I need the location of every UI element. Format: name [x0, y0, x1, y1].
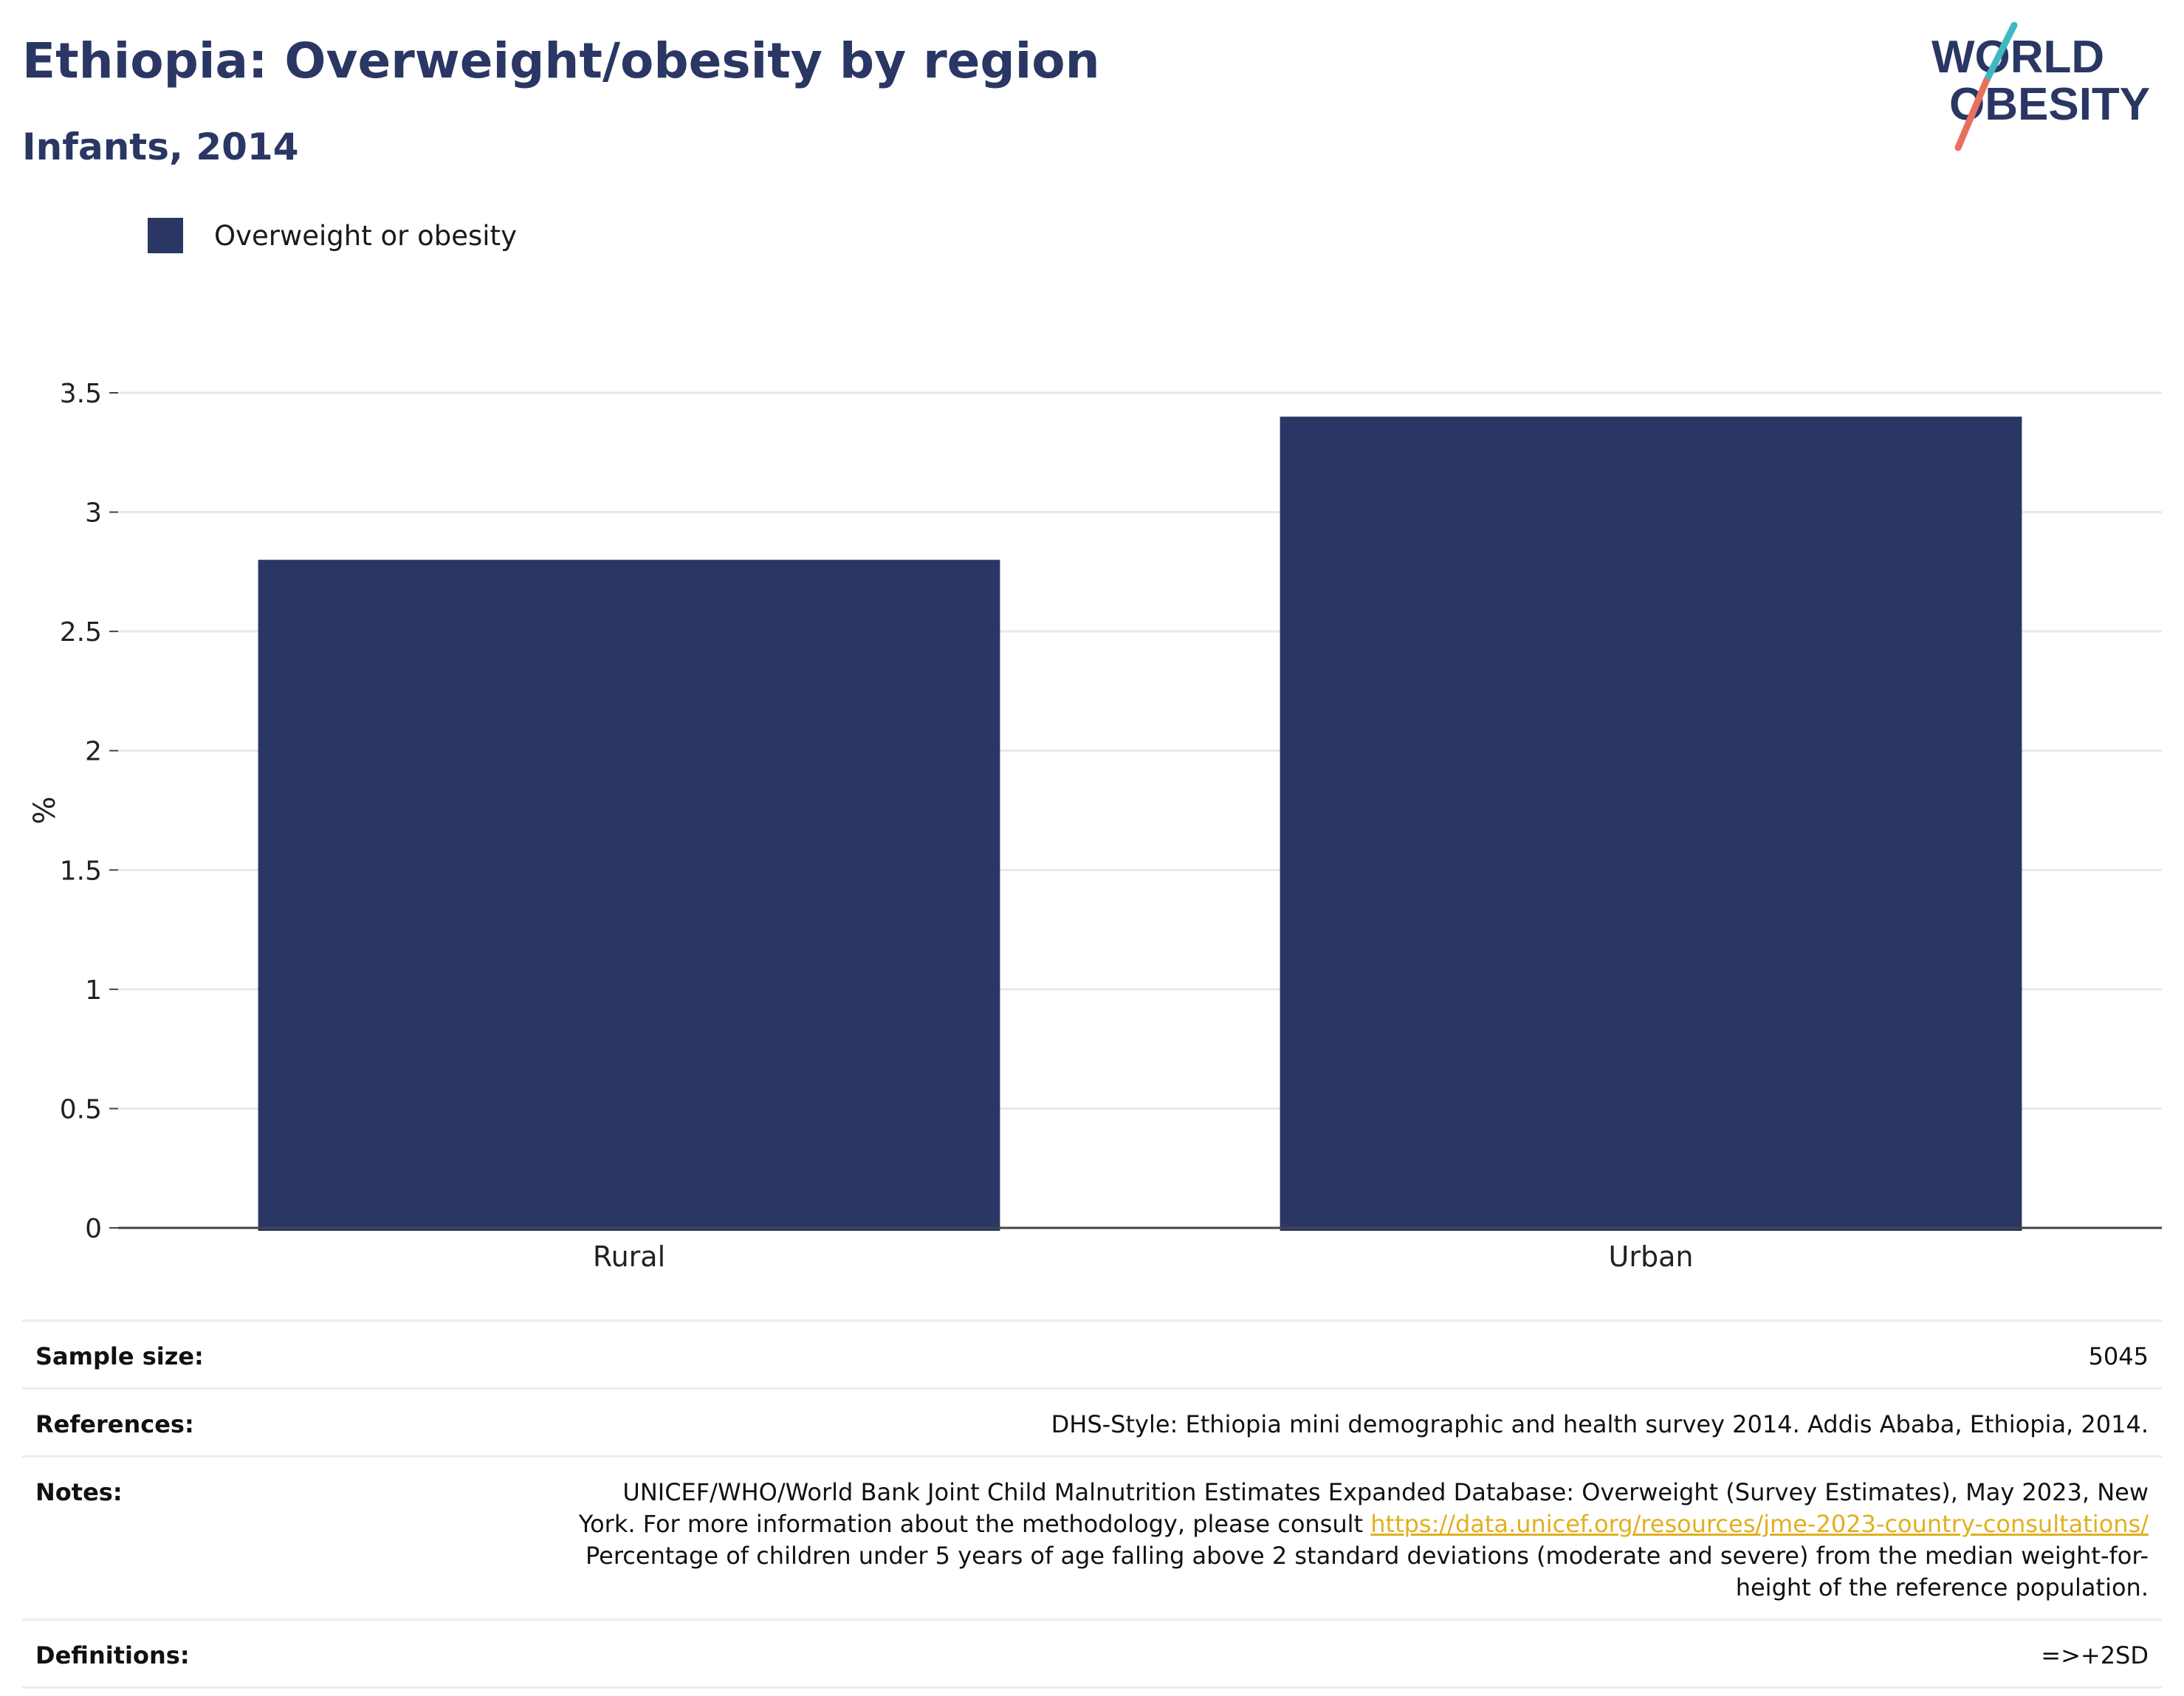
y-tick-label: 1	[85, 975, 102, 1006]
chart-subtitle: Infants, 2014	[22, 126, 299, 168]
info-table: Sample size: 5045 References: DHS-Style:…	[22, 1319, 2162, 1689]
chart-title: Ethiopia: Overweight/obesity by region	[22, 32, 1100, 89]
legend[interactable]: Overweight or obesity	[148, 218, 517, 253]
y-tick-label: 3.5	[60, 379, 102, 409]
bar-urban	[1280, 416, 2022, 1232]
x-tick-label: Rural	[593, 1240, 665, 1273]
logo-slash-top	[1982, 22, 2018, 85]
y-tick-label: 0	[85, 1214, 102, 1244]
references-label: References:	[35, 1410, 194, 1438]
notes-value: UNICEF/WHO/World Bank Joint Child Malnut…	[561, 1477, 2149, 1604]
logo-slash-bottom	[1954, 78, 1990, 151]
x-tick-label: Urban	[1609, 1240, 1694, 1273]
y-tick-label: 1.5	[60, 856, 102, 886]
y-tick-label: 3	[85, 498, 102, 529]
legend-swatch	[148, 218, 183, 253]
info-row-definitions: Definitions: =>+2SD	[22, 1618, 2162, 1689]
legend-label: Overweight or obesity	[214, 219, 517, 252]
bar-chart: 0 0.5 1 1.5 2 2.5 3 3.5 Rural Urban%	[28, 379, 2162, 1273]
definitions-label: Definitions:	[35, 1641, 190, 1669]
y-axis-label: %	[28, 796, 62, 824]
notes-link[interactable]: https://data.unicef.org/resources/jme-20…	[1370, 1510, 2149, 1538]
notes-text-1: UNICEF/WHO/World Bank Joint Child Malnut…	[578, 1478, 2149, 1538]
y-tick-label: 2	[85, 737, 102, 767]
world-obesity-logo: WORLD OBESITY	[1931, 22, 2150, 151]
logo-text-world: WORLD	[1931, 32, 2104, 83]
bar-rural	[258, 560, 1000, 1231]
notes-text-2: Percentage of children under 5 years of …	[586, 1542, 2149, 1601]
sample-size-value: 5045	[2088, 1342, 2149, 1370]
y-tick-label: 0.5	[60, 1094, 102, 1125]
notes-label: Notes:	[35, 1478, 123, 1506]
y-tick-label: 2.5	[60, 617, 102, 648]
references-value: DHS-Style: Ethiopia mini demographic and…	[1051, 1410, 2149, 1438]
info-row-notes: Notes: UNICEF/WHO/World Bank Joint Child…	[22, 1455, 2162, 1618]
info-row-sample-size: Sample size: 5045	[22, 1319, 2162, 1387]
sample-size-label: Sample size:	[35, 1342, 204, 1370]
info-row-references: References: DHS-Style: Ethiopia mini dem…	[22, 1387, 2162, 1455]
definitions-value: =>+2SD	[2041, 1641, 2149, 1669]
